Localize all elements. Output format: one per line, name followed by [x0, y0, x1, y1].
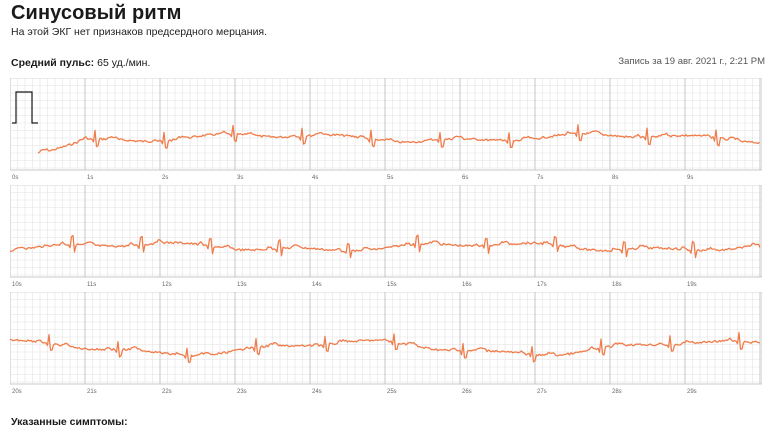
time-tick-label: 23s	[237, 389, 247, 395]
ecg-strip-2: 10s 11s 12s 13s 14s 15s 16s 17s 18s 19s	[10, 185, 762, 289]
time-tick-label: 10s	[12, 282, 22, 288]
time-tick-label: 9s	[687, 175, 693, 181]
time-tick-label: 7s	[537, 175, 543, 181]
ecg-summary: На этой ЭКГ нет признаков предсердного м…	[11, 26, 268, 38]
time-tick-label: 20s	[12, 389, 22, 395]
time-tick-label: 14s	[312, 282, 322, 288]
pulse-value: 65 уд./мин.	[97, 57, 151, 69]
calibration-pulse	[12, 91, 38, 124]
time-tick-label: 1s	[87, 175, 93, 181]
time-tick-label: 28s	[612, 389, 622, 395]
time-tick-label: 21s	[87, 389, 97, 395]
ecg-trace	[37, 124, 760, 154]
ecg-strip-1: 0s 1s 2s 3s 4s 5s 6s 7s 8s 9s	[10, 78, 762, 182]
time-tick-label: 4s	[312, 175, 318, 181]
time-tick-label: 25s	[387, 389, 397, 395]
ecg-strip-3: 20s 21s 22s 23s 24s 25s 26s 27s 28s 29s	[10, 292, 762, 396]
time-tick-label: 29s	[687, 389, 697, 395]
time-tick-label: 11s	[87, 282, 96, 288]
recording-date: Запись за 19 авг. 2021 г., 2:21 PM	[618, 56, 765, 67]
time-tick-label: 13s	[237, 282, 247, 288]
time-tick-label: 2s	[162, 175, 168, 181]
time-tick-label: 5s	[387, 175, 393, 181]
time-tick-label: 0s	[12, 175, 18, 181]
average-pulse: Средний пульс: 65 уд./мин.	[11, 57, 150, 69]
pulse-label: Средний пульс:	[11, 57, 95, 69]
time-tick-label: 26s	[462, 389, 472, 395]
ecg-strip-1-chart: 0s 1s 2s 3s 4s 5s 6s 7s 8s 9s	[10, 78, 762, 181]
time-tick-label: 15s	[387, 282, 397, 288]
time-tick-label: 8s	[612, 175, 618, 181]
time-tick-label: 27s	[537, 389, 547, 395]
time-tick-label: 12s	[162, 282, 172, 288]
ecg-trace	[10, 331, 761, 363]
time-tick-label: 3s	[237, 175, 243, 181]
time-tick-label: 18s	[612, 282, 622, 288]
page-title: Синусовый ритм	[11, 2, 182, 24]
time-tick-label: 17s	[537, 282, 547, 288]
symptoms-label: Указанные симптомы:	[11, 416, 128, 428]
time-tick-label: 16s	[462, 282, 472, 288]
ecg-strip-3-chart: 20s 21s 22s 23s 24s 25s 26s 27s 28s 29s	[10, 292, 762, 395]
ecg-trace	[10, 234, 761, 259]
time-tick-label: 19s	[687, 282, 697, 288]
time-tick-label: 6s	[462, 175, 468, 181]
time-tick-label: 24s	[312, 389, 322, 395]
ecg-strip-2-chart: 10s 11s 12s 13s 14s 15s 16s 17s 18s 19s	[10, 185, 762, 288]
time-tick-label: 22s	[162, 389, 172, 395]
